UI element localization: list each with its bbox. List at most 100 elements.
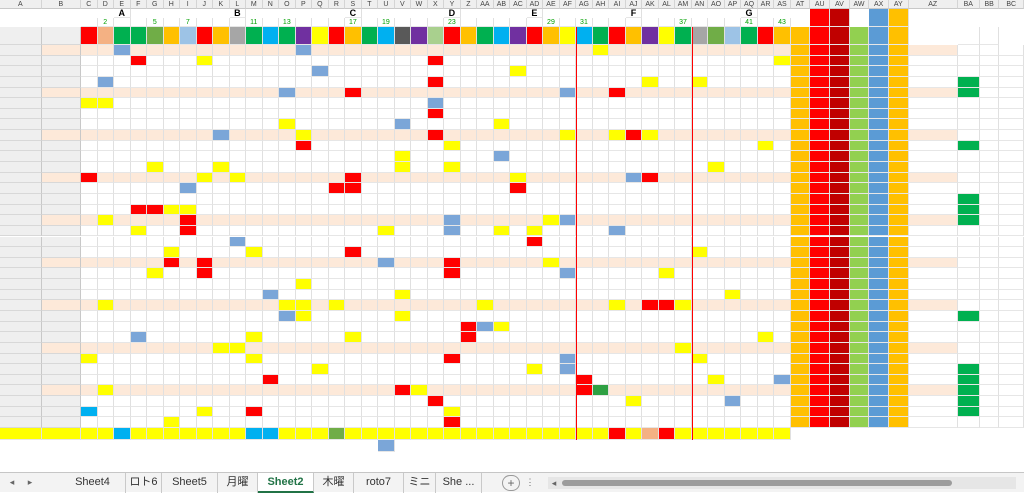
row-round[interactable] — [41, 183, 81, 194]
tail-cell[interactable] — [957, 321, 980, 333]
top-number-cell[interactable] — [526, 18, 544, 27]
number-mark[interactable] — [427, 321, 445, 333]
grid-cell[interactable] — [625, 45, 643, 56]
grid-cell[interactable] — [229, 385, 247, 397]
tail-cell[interactable] — [849, 87, 870, 99]
row-date[interactable] — [0, 374, 42, 386]
grid-cell[interactable] — [361, 108, 379, 120]
tail-cell[interactable] — [790, 396, 811, 407]
grid-cell[interactable] — [444, 332, 461, 343]
tail-cell[interactable] — [849, 55, 870, 67]
tail-spacer[interactable] — [999, 87, 1024, 99]
tail-cell[interactable] — [869, 45, 889, 56]
grid-cell[interactable] — [81, 215, 98, 226]
grid-cell[interactable] — [411, 364, 428, 375]
tail-cell[interactable] — [830, 183, 850, 194]
number-mark[interactable] — [444, 279, 461, 290]
tail-cell[interactable] — [869, 268, 889, 280]
number-band-cell[interactable] — [543, 27, 560, 45]
grid-cell[interactable] — [279, 364, 296, 375]
grid-cell[interactable] — [609, 374, 626, 386]
grid-cell[interactable] — [213, 332, 230, 343]
grid-cell[interactable] — [625, 279, 643, 290]
grid-cell[interactable] — [559, 406, 577, 418]
number-mark[interactable] — [576, 321, 593, 333]
tail-cell[interactable] — [869, 374, 889, 386]
grid-cell[interactable] — [559, 76, 577, 88]
grid-cell[interactable] — [724, 332, 742, 343]
grid-cell[interactable] — [246, 172, 263, 184]
grid-cell[interactable] — [180, 130, 197, 141]
grid-cell[interactable] — [460, 98, 478, 109]
grid-cell[interactable] — [510, 130, 527, 141]
tail-cell[interactable] — [888, 45, 909, 56]
top-number-cell[interactable] — [312, 18, 329, 27]
row-round[interactable] — [41, 204, 81, 216]
number-band-cell[interactable] — [328, 27, 346, 45]
grid-cell[interactable] — [774, 300, 791, 311]
grid-cell[interactable] — [592, 279, 610, 290]
number-mark[interactable] — [328, 268, 346, 280]
tail-spacer[interactable] — [999, 342, 1024, 354]
grid-cell[interactable] — [378, 193, 395, 205]
grid-cell[interactable] — [477, 279, 494, 290]
grid-cell[interactable] — [757, 87, 775, 99]
grid-cell[interactable] — [411, 374, 428, 386]
grid-cell[interactable] — [147, 183, 164, 194]
grid-cell[interactable] — [559, 55, 577, 67]
grid-cell[interactable] — [460, 406, 478, 418]
grid-cell[interactable] — [262, 108, 280, 120]
number-mark[interactable] — [493, 321, 511, 333]
grid-cell[interactable] — [295, 108, 313, 120]
number-mark[interactable] — [576, 385, 593, 397]
row-round[interactable] — [41, 332, 81, 343]
grid-cell[interactable] — [477, 236, 494, 248]
tail-cell[interactable] — [790, 76, 811, 88]
number-mark[interactable] — [81, 98, 98, 109]
tail-cell[interactable] — [790, 151, 811, 162]
grid-cell[interactable] — [708, 332, 725, 343]
grid-cell[interactable] — [510, 98, 527, 109]
grid-cell[interactable] — [493, 162, 511, 173]
grid-cell[interactable] — [345, 193, 362, 205]
grid-cell[interactable] — [658, 55, 676, 67]
grid-cell[interactable] — [444, 321, 461, 333]
grid-cell[interactable] — [526, 204, 544, 216]
top-number-cell[interactable]: 11 — [246, 18, 263, 27]
grid-cell[interactable] — [97, 310, 114, 322]
grid-cell[interactable] — [312, 183, 329, 194]
grid-cell[interactable] — [213, 268, 230, 280]
grid-cell[interactable] — [444, 364, 461, 375]
round-column-label[interactable] — [41, 27, 81, 45]
number-mark[interactable] — [592, 45, 610, 56]
number-mark[interactable] — [81, 353, 98, 365]
grid-cell[interactable] — [163, 300, 181, 311]
number-mark[interactable] — [493, 119, 511, 131]
row-date[interactable] — [0, 151, 42, 162]
number-mark[interactable] — [246, 406, 263, 418]
tail-cell[interactable] — [888, 162, 909, 173]
grid-cell[interactable] — [229, 55, 247, 67]
tail-cell[interactable] — [810, 151, 831, 162]
grid-cell[interactable] — [246, 183, 263, 194]
tail-cell[interactable] — [810, 289, 831, 301]
grid-cell[interactable] — [411, 225, 428, 237]
grid-cell[interactable] — [427, 172, 445, 184]
number-mark[interactable] — [147, 257, 164, 269]
row-round[interactable] — [41, 385, 81, 397]
grid-cell[interactable] — [510, 193, 527, 205]
grid-cell[interactable] — [97, 289, 114, 301]
number-mark[interactable] — [559, 130, 577, 141]
grid-cell[interactable] — [757, 268, 775, 280]
scrollbar-thumb[interactable] — [562, 480, 952, 486]
grid-cell[interactable] — [97, 45, 114, 56]
grid-cell[interactable] — [312, 87, 329, 99]
grid-cell[interactable] — [196, 98, 214, 109]
number-mark[interactable] — [295, 130, 313, 141]
grid-cell[interactable] — [724, 87, 742, 99]
grid-cell[interactable] — [543, 268, 560, 280]
number-mark[interactable] — [526, 364, 544, 375]
grid-cell[interactable] — [708, 87, 725, 99]
number-mark[interactable] — [609, 87, 626, 99]
number-mark[interactable] — [312, 364, 329, 375]
